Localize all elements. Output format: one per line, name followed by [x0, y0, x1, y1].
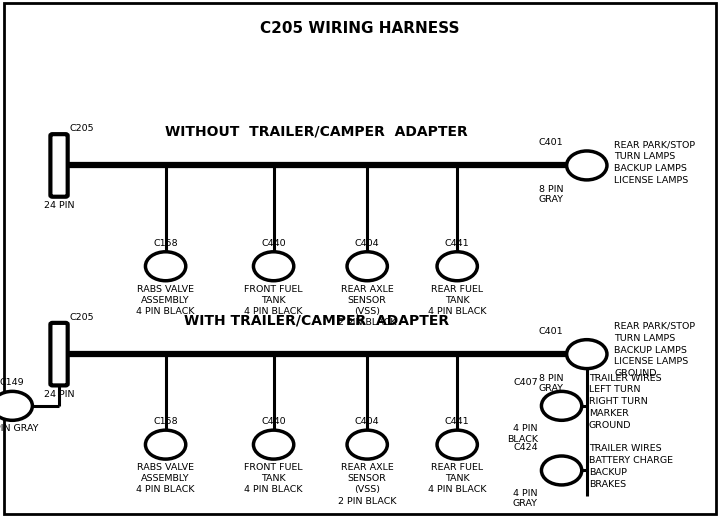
- Text: FRONT FUEL
TANK
4 PIN BLACK: FRONT FUEL TANK 4 PIN BLACK: [244, 285, 303, 316]
- Text: REAR PARK/STOP
TURN LAMPS
BACKUP LAMPS
LICENSE LAMPS: REAR PARK/STOP TURN LAMPS BACKUP LAMPS L…: [614, 141, 696, 185]
- Circle shape: [541, 391, 582, 420]
- FancyBboxPatch shape: [50, 134, 68, 196]
- Text: C401: C401: [539, 138, 563, 147]
- Text: C205: C205: [69, 313, 94, 322]
- Text: C440: C440: [261, 417, 286, 426]
- Circle shape: [567, 340, 607, 369]
- Circle shape: [437, 430, 477, 459]
- Circle shape: [437, 252, 477, 281]
- Text: REAR AXLE
SENSOR
(VSS)
2 PIN BLACK: REAR AXLE SENSOR (VSS) 2 PIN BLACK: [338, 285, 397, 327]
- Text: RABS VALVE
ASSEMBLY
4 PIN BLACK: RABS VALVE ASSEMBLY 4 PIN BLACK: [136, 463, 195, 494]
- Text: C205 WIRING HARNESS: C205 WIRING HARNESS: [260, 21, 460, 36]
- Text: WITH TRAILER/CAMPER  ADAPTER: WITH TRAILER/CAMPER ADAPTER: [184, 313, 449, 328]
- Text: 8 PIN
GRAY: 8 PIN GRAY: [538, 185, 563, 205]
- Text: RABS VALVE
ASSEMBLY
4 PIN BLACK: RABS VALVE ASSEMBLY 4 PIN BLACK: [136, 285, 195, 316]
- Circle shape: [253, 430, 294, 459]
- Text: C149: C149: [0, 378, 24, 387]
- Circle shape: [347, 252, 387, 281]
- Text: REAR PARK/STOP
TURN LAMPS
BACKUP LAMPS
LICENSE LAMPS
GROUND: REAR PARK/STOP TURN LAMPS BACKUP LAMPS L…: [614, 322, 696, 378]
- Text: 4 PIN
GRAY: 4 PIN GRAY: [513, 489, 538, 509]
- Circle shape: [567, 151, 607, 180]
- Text: 8 PIN
GRAY: 8 PIN GRAY: [538, 374, 563, 393]
- Circle shape: [253, 252, 294, 281]
- Text: 4 PIN GRAY: 4 PIN GRAY: [0, 424, 38, 433]
- Text: C205: C205: [69, 124, 94, 133]
- Text: 4 PIN
BLACK: 4 PIN BLACK: [507, 424, 538, 444]
- Text: 24 PIN: 24 PIN: [44, 201, 74, 210]
- Text: TRAILER WIRES
BATTERY CHARGE
BACKUP
BRAKES: TRAILER WIRES BATTERY CHARGE BACKUP BRAK…: [589, 444, 673, 489]
- Circle shape: [145, 430, 186, 459]
- Text: C424: C424: [513, 443, 538, 452]
- Text: C441: C441: [445, 417, 469, 426]
- Text: REAR AXLE
SENSOR
(VSS)
2 PIN BLACK: REAR AXLE SENSOR (VSS) 2 PIN BLACK: [338, 463, 397, 506]
- Text: C407: C407: [513, 378, 538, 387]
- Text: REAR FUEL
TANK
4 PIN BLACK: REAR FUEL TANK 4 PIN BLACK: [428, 285, 487, 316]
- Circle shape: [0, 391, 32, 420]
- Text: WITHOUT  TRAILER/CAMPER  ADAPTER: WITHOUT TRAILER/CAMPER ADAPTER: [166, 125, 468, 139]
- Circle shape: [541, 456, 582, 485]
- Text: C401: C401: [539, 327, 563, 336]
- Text: FRONT FUEL
TANK
4 PIN BLACK: FRONT FUEL TANK 4 PIN BLACK: [244, 463, 303, 494]
- Text: C441: C441: [445, 239, 469, 248]
- Circle shape: [145, 252, 186, 281]
- Text: C158: C158: [153, 239, 178, 248]
- Text: 24 PIN: 24 PIN: [44, 390, 74, 399]
- Text: C404: C404: [355, 417, 379, 426]
- FancyBboxPatch shape: [50, 323, 68, 386]
- Text: C158: C158: [153, 417, 178, 426]
- Text: C440: C440: [261, 239, 286, 248]
- Text: C404: C404: [355, 239, 379, 248]
- Text: REAR FUEL
TANK
4 PIN BLACK: REAR FUEL TANK 4 PIN BLACK: [428, 463, 487, 494]
- Text: TRAILER WIRES
LEFT TURN
RIGHT TURN
MARKER
GROUND: TRAILER WIRES LEFT TURN RIGHT TURN MARKE…: [589, 374, 662, 430]
- Circle shape: [347, 430, 387, 459]
